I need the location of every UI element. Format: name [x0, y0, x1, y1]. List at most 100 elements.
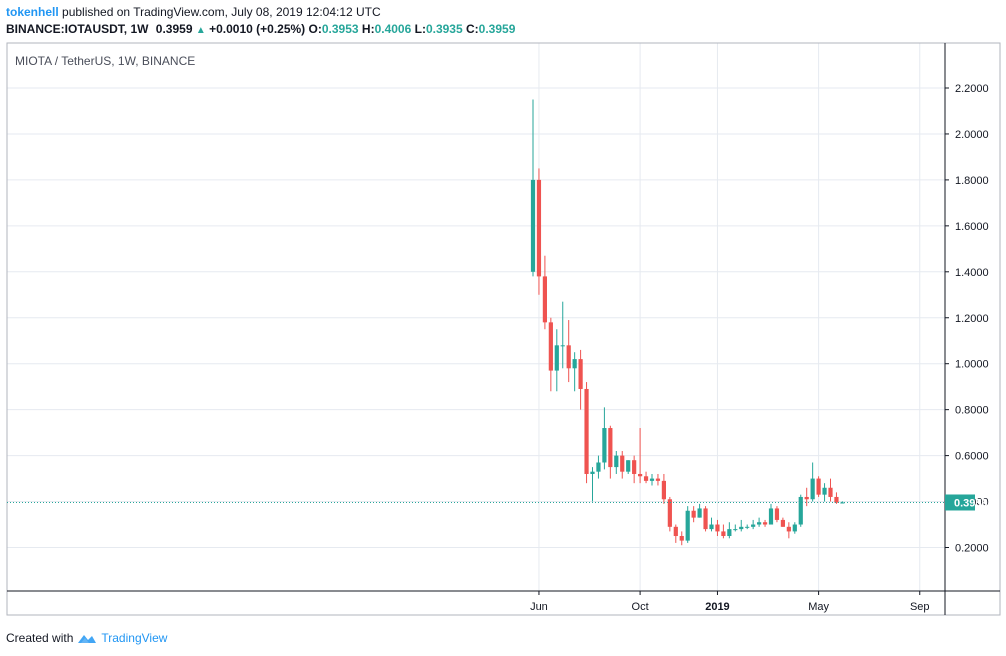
candle-up	[709, 517, 714, 532]
candle-body	[536, 179, 542, 277]
open-value: 0.3953	[321, 22, 359, 36]
candle-up	[757, 517, 762, 527]
candle-body	[530, 179, 536, 272]
candle-body	[626, 460, 631, 472]
change-value: +0.0010 (+0.25%)	[209, 22, 306, 36]
footer: Created with TradingView	[6, 631, 167, 645]
candle-body	[786, 526, 791, 532]
candle-body	[828, 487, 833, 497]
candle-up	[810, 462, 815, 502]
candles	[530, 99, 845, 546]
candle-up	[751, 519, 756, 530]
close-label: C:	[466, 22, 479, 36]
candle-body	[727, 529, 732, 537]
candle-down	[608, 425, 613, 479]
candle-body	[602, 428, 607, 463]
candle-body	[715, 524, 720, 532]
tradingview-brand[interactable]: TradingView	[101, 631, 168, 645]
tradingview-logo-icon[interactable]	[77, 632, 97, 644]
candle-up	[602, 407, 607, 470]
candle-body	[685, 510, 690, 541]
grid-lines	[7, 43, 945, 591]
candle-down	[703, 506, 708, 532]
y-tick-label: 2.2000	[955, 83, 989, 95]
candle-body	[780, 519, 785, 527]
candle-body	[810, 478, 815, 500]
y-tick-label: 2.0000	[955, 129, 989, 141]
candle-down	[548, 317, 553, 392]
candle-body	[751, 524, 756, 527]
candle-down	[762, 519, 768, 527]
y-tick-label: 0.8000	[955, 405, 989, 417]
candle-body	[620, 455, 625, 472]
ohlc-line: BINANCE:IOTAUSDT, 1W 0.3959 ▲ +0.0010 (+…	[6, 22, 515, 36]
candle-down	[578, 349, 583, 410]
open-label: O:	[308, 22, 322, 36]
candle-body	[691, 510, 696, 518]
plot-frame	[6, 42, 1001, 616]
candle-body	[632, 460, 637, 474]
candle-up	[572, 352, 577, 392]
candle-body	[745, 526, 750, 528]
candle-down	[828, 478, 833, 502]
candle-body	[703, 508, 708, 530]
candle-body	[578, 359, 583, 389]
candle-up	[560, 301, 565, 369]
up-arrow-icon: ▲	[195, 25, 206, 36]
candle-body	[661, 480, 666, 500]
candle-down	[673, 524, 678, 543]
y-tick-label: 1.2000	[955, 313, 989, 325]
candle-body	[757, 522, 762, 525]
candle-body	[614, 455, 619, 468]
candle-body	[649, 478, 655, 481]
candle-body	[804, 496, 809, 500]
candle-body	[566, 345, 571, 369]
candle-up	[590, 467, 595, 502]
candle-body	[596, 462, 601, 472]
low-label: L:	[414, 22, 426, 36]
created-with-text: Created with	[6, 631, 74, 645]
candle-down	[721, 524, 726, 539]
candle-down	[542, 255, 547, 330]
candle-down	[632, 455, 637, 484]
candle-up	[596, 455, 601, 479]
candle-down	[774, 506, 780, 523]
candle-down	[816, 476, 821, 497]
candle-down	[804, 487, 809, 507]
candle-body	[822, 487, 827, 495]
candle-body	[721, 531, 726, 537]
candle-body	[608, 428, 613, 468]
candle-body	[733, 529, 738, 531]
last-price-label: 0.3959	[954, 497, 988, 509]
candle-body	[762, 522, 768, 525]
high-label: H:	[361, 22, 375, 36]
y-tick-label: 1.4000	[955, 267, 989, 279]
candle-body	[590, 471, 595, 474]
candle-body	[584, 388, 589, 474]
candle-down	[536, 168, 542, 295]
candle-down	[715, 519, 720, 537]
candle-down	[679, 531, 684, 546]
candle-down	[566, 320, 571, 383]
candle-up	[697, 503, 702, 518]
candle-up	[822, 483, 827, 502]
last-price-tag	[945, 494, 975, 511]
x-tick-label: Sep	[910, 601, 930, 613]
price-axis[interactable]: 0.20000.40000.60000.80001.00001.20001.40…	[945, 83, 989, 555]
author-name[interactable]: tokenhell	[6, 5, 59, 19]
candle-body	[816, 478, 821, 495]
candle-body	[834, 496, 839, 503]
y-tick-label: 1.8000	[955, 175, 989, 187]
candle-body	[798, 496, 803, 525]
candle-body	[768, 508, 774, 525]
low-value: 0.3935	[425, 22, 463, 36]
candle-down	[691, 506, 696, 523]
candle-up	[530, 99, 536, 277]
candle-down	[780, 517, 785, 527]
time-axis[interactable]: Jun Oct 2019 May Sep	[530, 591, 930, 613]
y-tick-label: 1.6000	[955, 221, 989, 233]
candle-body	[697, 508, 702, 518]
high-value: 0.4006	[374, 22, 412, 36]
candle-body	[554, 345, 559, 371]
